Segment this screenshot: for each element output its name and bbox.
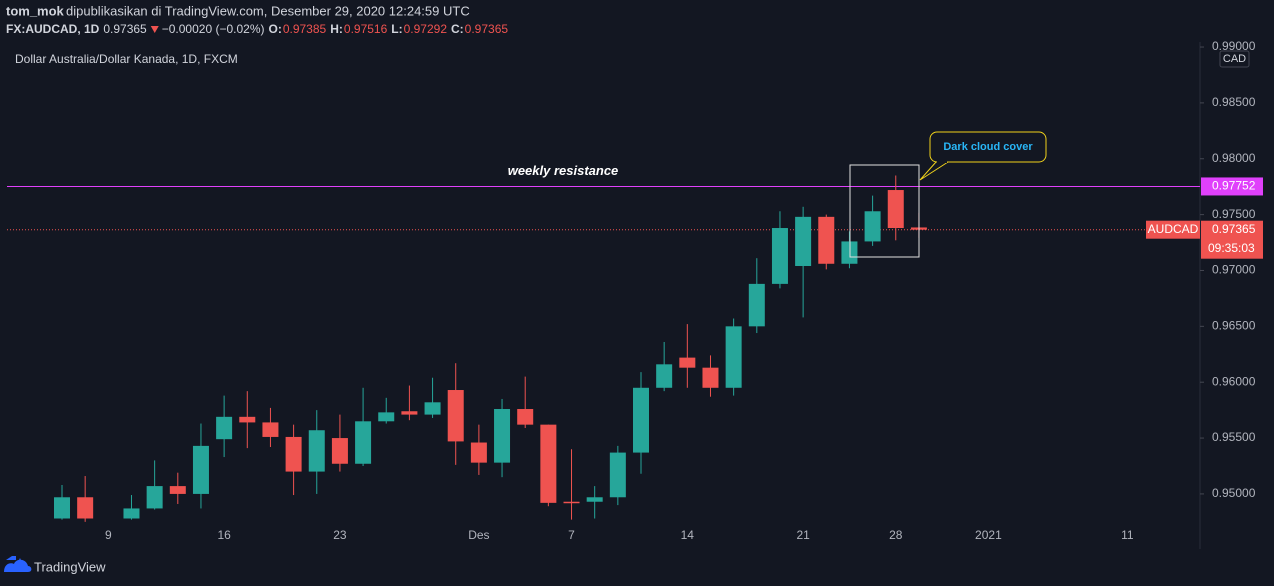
y-tick-label: 0.96000: [1212, 374, 1256, 388]
header-field: 0.97516: [344, 22, 388, 36]
callout-box: [929, 131, 1047, 163]
candle-body: [818, 216, 835, 264]
countdown: 09:35:03: [1208, 241, 1255, 255]
candle-body: [725, 326, 742, 388]
x-tick-label: 16: [217, 528, 231, 542]
candle-body: [146, 486, 163, 509]
x-tick-label: 11: [1121, 528, 1134, 542]
candle-body: [609, 452, 626, 498]
header-field: 0.97385: [283, 22, 327, 36]
candle-body: [563, 501, 580, 504]
candle-body: [633, 387, 649, 453]
candle-body: [702, 367, 719, 388]
chart-title: Dollar Australia/Dollar Kanada, 1D, FXCM: [15, 52, 238, 66]
y-tick-label: 0.98500: [1212, 95, 1256, 109]
header-field: 0.97365: [465, 22, 509, 36]
x-tick-label: 23: [333, 528, 347, 542]
currency: CAD: [1223, 53, 1246, 65]
header-field: O:: [268, 22, 281, 36]
x-tick-label: 9: [105, 528, 112, 542]
candle-body: [192, 445, 209, 494]
plot: [7, 175, 1200, 522]
ohlc-header: FX:AUDCAD, 1D 0.97365 −0.00020 (−0.02%) O: 0…: [6, 22, 508, 36]
logo-cloud: [4, 559, 32, 572]
candle-body: [447, 390, 464, 442]
symbol-name: AUDCAD: [1148, 222, 1199, 236]
candle-body: [378, 412, 395, 422]
header-field: L:: [391, 22, 402, 36]
y-tick-label: 0.99000: [1212, 39, 1256, 53]
candle-body: [517, 409, 534, 425]
candle-body: [401, 411, 418, 415]
candle-body: [864, 211, 881, 242]
x-tick-label: 7: [568, 528, 575, 542]
candle-body: [771, 228, 788, 284]
down-arrow: [150, 26, 159, 33]
y-tick-label: 0.96500: [1212, 319, 1256, 333]
callout-pointer: [919, 161, 949, 181]
price-value: 0.97365: [1212, 222, 1256, 236]
resistance-label: weekly resistance: [508, 163, 619, 178]
resistance-value: 0.97752: [1212, 179, 1256, 193]
candle-body: [494, 409, 511, 463]
candle-body: [331, 438, 348, 464]
resistance-tag: [1201, 177, 1263, 196]
candle-body: [285, 436, 302, 472]
y-tick-label: 0.97000: [1212, 263, 1256, 277]
candle-body: [169, 486, 186, 494]
candle-body: [748, 283, 765, 327]
header-field: −0.00020 (−0.02%): [162, 22, 265, 36]
candle-body: [262, 422, 279, 437]
currency-box: [1219, 50, 1250, 68]
candle-body: [239, 416, 256, 423]
candle-body: [887, 190, 904, 229]
y-tick-label: 0.97500: [1212, 207, 1256, 221]
candle-body: [841, 241, 858, 264]
candle-body: [308, 430, 325, 472]
x-tick-label: 2021: [975, 528, 1002, 542]
x-tick-label: 21: [796, 528, 810, 542]
candle-body: [470, 442, 487, 463]
candle-body: [540, 424, 557, 503]
y-tick-label: 0.98000: [1212, 151, 1256, 165]
candle-body: [424, 402, 441, 415]
candle-body: [123, 508, 140, 519]
user: tom_mok: [6, 3, 65, 18]
price-tag: [1201, 220, 1263, 259]
published: dipublikasikan di TradingView.com, Desem…: [66, 3, 470, 18]
x-tick-label: 28: [889, 528, 903, 542]
brand: TradingView: [34, 559, 106, 574]
x-tick-label: 14: [681, 528, 695, 542]
header-field: 0.97292: [404, 22, 448, 36]
candle-body: [355, 421, 372, 464]
annotation: Dark cloud cover: [943, 141, 1033, 153]
x-tick-label: Des: [468, 528, 489, 542]
candle-body: [679, 357, 696, 368]
pattern-box: [849, 164, 920, 258]
y-tick-label: 0.95000: [1212, 486, 1256, 500]
header-field: H:: [330, 22, 343, 36]
y-tick-label: 0.95500: [1212, 430, 1256, 444]
symbol-tag: [1146, 220, 1200, 239]
candle-body: [795, 216, 812, 267]
header-field: 0.97365: [103, 22, 147, 36]
candle-body: [656, 364, 673, 388]
header-field: FX:AUDCAD, 1D: [6, 22, 100, 36]
header-field: C:: [451, 22, 464, 36]
candle-body: [54, 497, 70, 519]
candle-body: [586, 497, 603, 502]
candle-body: [77, 497, 94, 519]
candle-body: [216, 416, 233, 440]
